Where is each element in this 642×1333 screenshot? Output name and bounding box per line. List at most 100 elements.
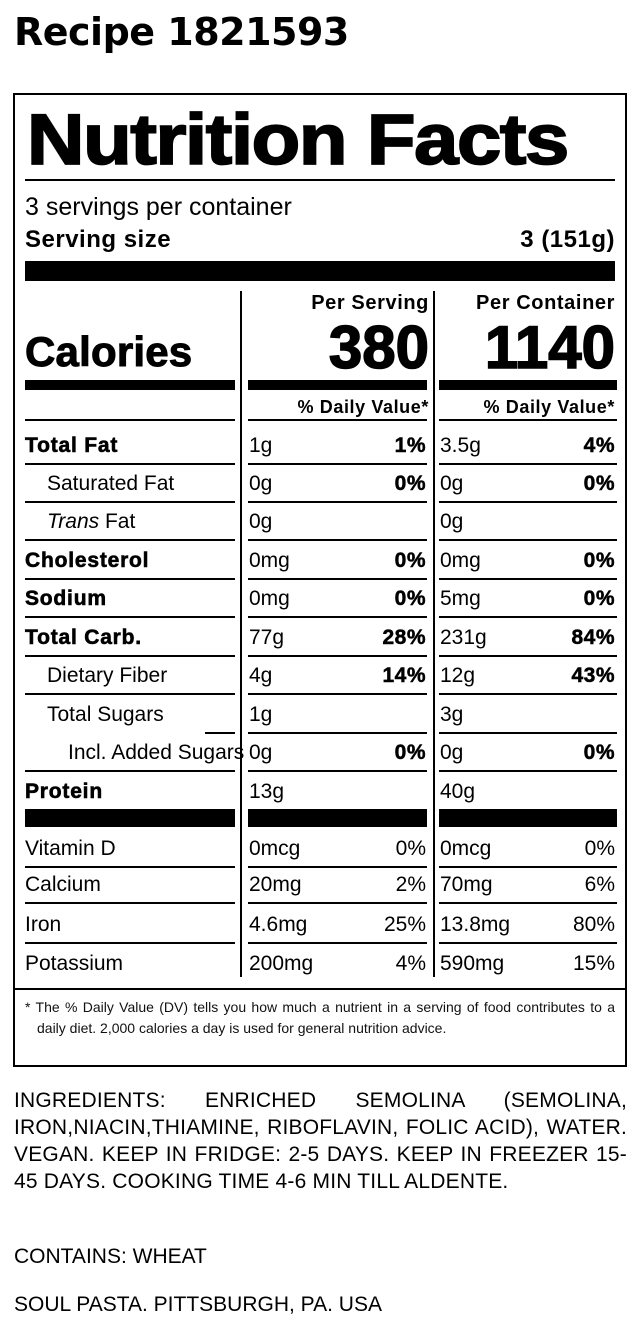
container-daily-value: 43%: [571, 664, 615, 688]
serving-size-value: 3 (151g): [520, 226, 615, 253]
nutrient-name: Total Carb.: [25, 626, 142, 650]
vitamin-name: Calcium: [25, 873, 101, 896]
nutrient-name: Sodium: [25, 587, 107, 611]
calories-per-serving: 380: [328, 314, 430, 381]
nutrient-row-total-fat: Total Fat 1g 1% 3.5g 4%: [15, 427, 625, 465]
serving-amount: 0g: [249, 472, 273, 495]
serving-daily-value: 0%: [394, 549, 426, 573]
nutrient-name: Total Sugars: [47, 703, 164, 726]
container-amount: 70mg: [440, 873, 493, 896]
calories-per-container: 1140: [484, 314, 616, 381]
nutrient-name-italic: Trans: [47, 510, 100, 533]
calories-label: Calories: [24, 328, 193, 375]
nutrient-name: Cholesterol: [25, 549, 150, 573]
serving-amount: 1g: [249, 703, 273, 726]
serving-amount: 4g: [249, 664, 273, 687]
serving-amount: 0mg: [249, 549, 290, 572]
container-amount: 590mg: [440, 952, 505, 975]
column-separator-per-container: [433, 291, 435, 977]
daily-value-footnote: * The % Daily Value (DV) tells you how m…: [25, 999, 615, 1036]
serving-amount: 4.6mg: [249, 913, 308, 936]
nutrient-name: Protein: [25, 780, 103, 804]
nutrient-row-saturated-fat: Saturated Fat 0g 0% 0g 0%: [15, 465, 625, 503]
nutrition-facts-title: Nutrition Facts: [26, 100, 570, 181]
nutrient-row-trans-fat: Trans Fat 0g 0g: [15, 503, 625, 541]
serving-amount: 0mcg: [249, 837, 301, 860]
daily-value-header-container: % Daily Value*: [483, 397, 615, 417]
container-daily-value: 6%: [584, 873, 615, 896]
serving-daily-value: 25%: [383, 913, 426, 936]
container-amount: 0g: [440, 741, 464, 764]
allergen-statement: CONTAINS: WHEAT: [14, 1245, 207, 1268]
vitamin-row-calcium: Calcium 20mg 2% 70mg 6%: [15, 866, 625, 904]
nutrient-name: Total Fat: [25, 434, 119, 458]
per-serving-header: Per Serving: [311, 292, 429, 314]
nutrient-row-sodium: Sodium 0mg 0% 5mg 0%: [15, 580, 625, 618]
container-amount: 5mg: [440, 587, 481, 610]
container-daily-value: 80%: [572, 913, 615, 936]
vitamin-name: Vitamin D: [25, 837, 116, 860]
serving-daily-value: 28%: [382, 626, 426, 650]
serving-amount: 0g: [249, 510, 273, 533]
vitamin-row-vitamin-d: Vitamin D 0mcg 0% 0mcg 0%: [15, 830, 625, 868]
serving-amount: 13g: [249, 780, 285, 803]
container-daily-value: 0%: [583, 472, 615, 496]
vitamin-name: Potassium: [25, 952, 124, 975]
nutrient-name: Dietary Fiber: [47, 664, 168, 687]
container-daily-value: 84%: [571, 626, 615, 650]
nutrient-row-total-sugars: Total Sugars 1g 3g: [15, 696, 625, 734]
container-daily-value: 0%: [583, 587, 615, 611]
vitamin-row-iron: Iron 4.6mg 25% 13.8mg 80%: [15, 906, 625, 944]
container-amount: 13.8mg: [440, 913, 511, 936]
thick-divider: [25, 261, 615, 281]
serving-amount: 0mg: [249, 587, 290, 610]
container-daily-value: 15%: [572, 952, 615, 975]
recipe-title: Recipe 1821593: [14, 10, 349, 54]
container-daily-value: 0%: [583, 741, 615, 765]
vitamins-divider: [439, 809, 617, 827]
vitamin-name: Iron: [25, 913, 62, 936]
nutrient-name: Trans Fat: [47, 503, 135, 541]
container-amount: 0g: [440, 472, 464, 495]
footnote-divider: [15, 988, 625, 990]
serving-daily-value: 2%: [395, 873, 426, 896]
serving-daily-value: 0%: [394, 741, 426, 765]
dv-header-rule-row: [15, 383, 625, 421]
nutrient-name: Incl. Added Sugars: [68, 741, 245, 764]
serving-daily-value: 1%: [394, 434, 426, 458]
container-amount: 0mg: [440, 549, 481, 572]
column-separator-per-serving: [240, 291, 242, 977]
nutrient-name: Saturated Fat: [47, 472, 175, 495]
nutrient-row-total-carb: Total Carb. 77g 28% 231g 84%: [15, 619, 625, 657]
daily-value-header-serving: % Daily Value*: [297, 397, 429, 417]
nutrition-facts-label: Nutrition Facts 3 servings per container…: [13, 93, 627, 1067]
manufacturer-info: SOUL PASTA. PITTSBURGH, PA. USA: [14, 1293, 382, 1316]
serving-daily-value: 0%: [394, 472, 426, 496]
container-amount: 3.5g: [440, 434, 481, 457]
container-amount: 12g: [440, 664, 476, 687]
per-container-header: Per Container: [476, 292, 615, 314]
vitamins-divider: [25, 809, 235, 827]
serving-daily-value: 14%: [382, 664, 426, 688]
ingredients-text: INGREDIENTS: ENRICHED SEMOLINA (SEMOLINA…: [14, 1089, 627, 1193]
nutrient-row-cholesterol: Cholesterol 0mg 0% 0mg 0%: [15, 542, 625, 580]
serving-amount: 77g: [249, 626, 285, 649]
calories-divider: [25, 380, 235, 390]
nutrient-row-dietary-fiber: Dietary Fiber 4g 14% 12g 43%: [15, 657, 625, 695]
serving-daily-value: 0%: [394, 587, 426, 611]
nutrient-name-rest: Fat: [99, 510, 136, 533]
container-daily-value: 4%: [583, 434, 615, 458]
container-amount: 3g: [440, 703, 464, 726]
container-daily-value: 0%: [584, 837, 615, 860]
serving-daily-value: 0%: [395, 837, 426, 860]
container-amount: 0mcg: [440, 837, 492, 860]
vitamin-row-potassium: Potassium 200mg 4% 590mg 15%: [15, 945, 625, 983]
serving-amount: 20mg: [249, 873, 302, 896]
serving-daily-value: 4%: [395, 952, 426, 975]
vitamins-divider: [248, 809, 427, 827]
serving-amount: 200mg: [249, 952, 314, 975]
nutrient-row-added-sugars: Incl. Added Sugars 0g 0% 0g 0%: [15, 734, 625, 772]
servings-per-container: 3 servings per container: [25, 193, 292, 221]
container-amount: 0g: [440, 510, 464, 533]
nutrient-row-protein: Protein 13g 40g: [15, 773, 625, 811]
